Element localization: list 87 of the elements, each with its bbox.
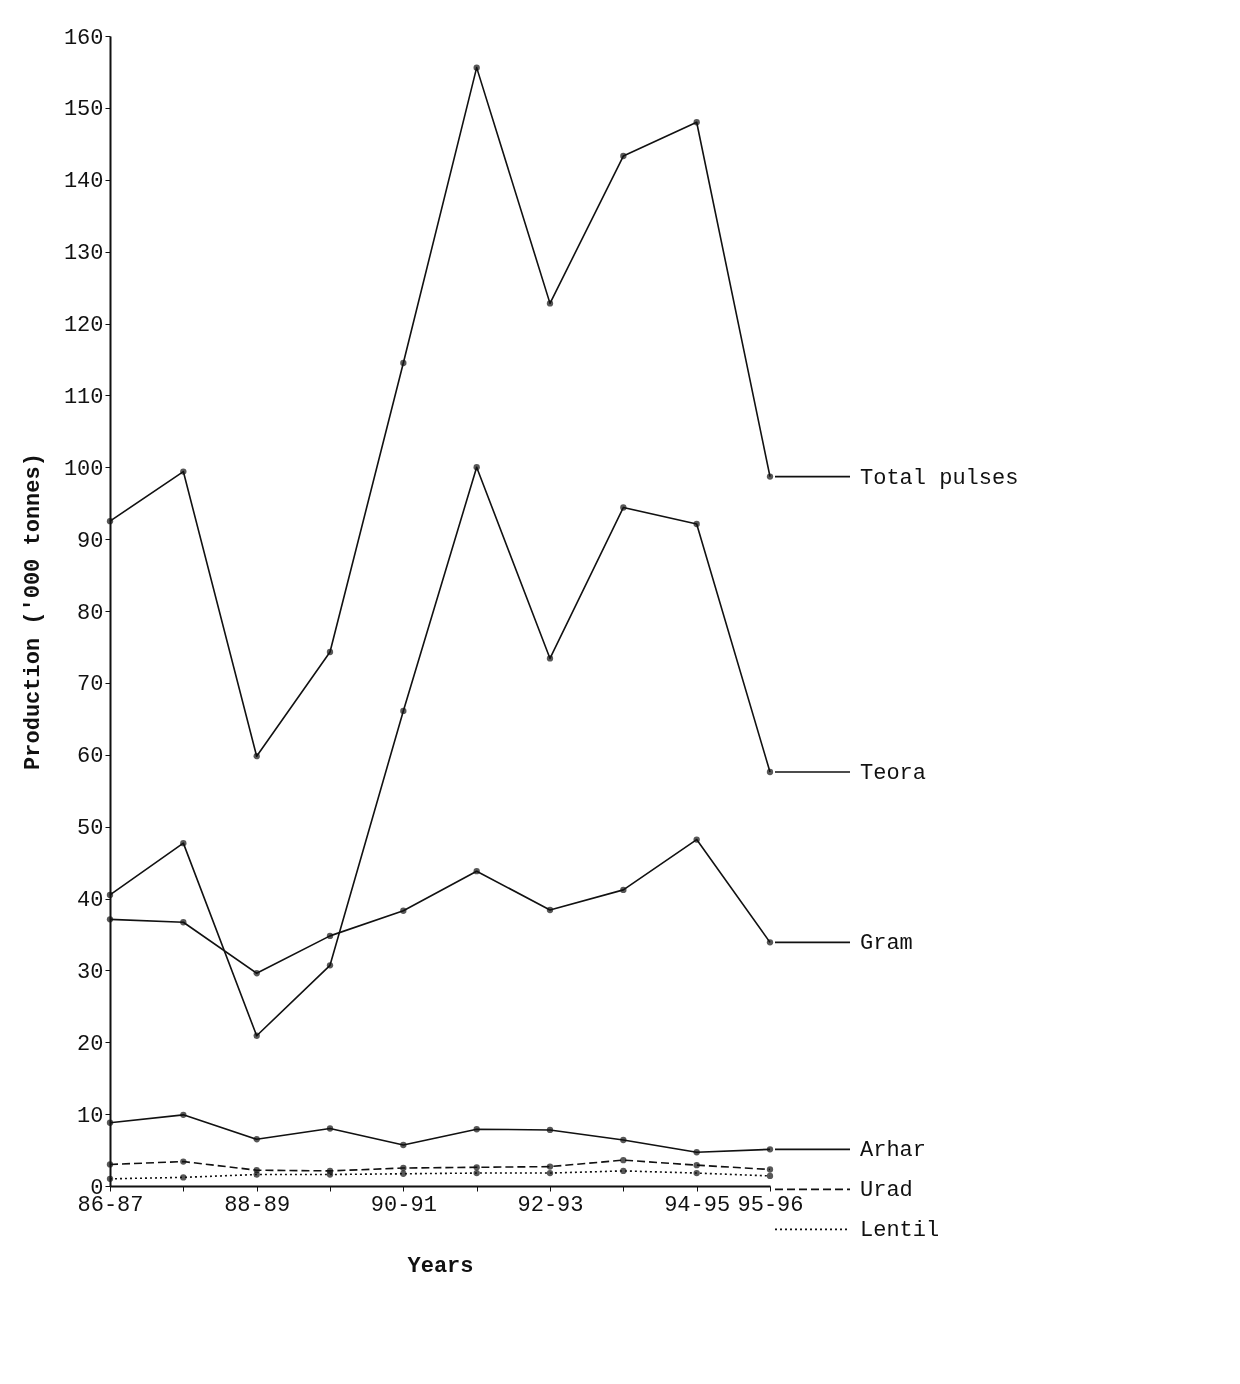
legend-label: Arhar [860,1138,927,1164]
point [620,1136,627,1144]
y-tick-label: 40 [77,888,104,913]
point [400,359,407,367]
y-tick-label: 60 [77,744,104,770]
y-tick-label: 80 [77,600,104,626]
y-tick-label: 110 [63,384,104,410]
y-tick-label: 20 [77,1031,104,1057]
point [253,970,260,977]
legend-label: Total pulses [860,465,1019,491]
point [693,520,700,528]
point [326,1171,334,1178]
legend-label: Urad [860,1178,913,1204]
point [400,1170,407,1177]
point [693,1169,700,1177]
point [546,1163,554,1170]
y-tick-label: 70 [77,672,104,698]
point [326,648,334,656]
point [180,468,187,475]
point [693,119,700,126]
point [473,464,480,471]
point [400,1141,407,1149]
x-tick-label: 95-96 [737,1192,804,1218]
point [253,1171,260,1178]
point [180,840,187,847]
point [473,868,480,875]
point [106,891,114,899]
point [620,1156,627,1164]
y-tick-label: 150 [63,97,104,123]
y-axis-title: Production ('000 tonnes) [20,453,46,770]
point [473,1169,480,1177]
point [546,906,554,914]
point [106,518,114,525]
x-tick-label: 94-95 [664,1192,731,1218]
point [326,1125,334,1132]
legend-label: Gram [860,931,913,957]
point [766,1172,774,1180]
point [326,932,334,940]
x-tick-label: 88-89 [224,1192,291,1218]
y-tick-label: 160 [63,25,104,51]
point [620,886,627,894]
y-tick-label: 30 [77,959,104,985]
point [253,753,260,760]
y-tick-label: 100 [63,456,104,482]
legend-label: Teora [860,761,927,786]
y-tick-label: 50 [77,816,104,842]
point [546,1126,554,1134]
point [693,1149,700,1156]
point [180,1111,187,1118]
point [693,836,700,843]
point [106,1119,114,1126]
point [473,1164,480,1171]
point [326,962,334,969]
point [766,768,774,776]
y-tick-label: 90 [77,528,104,554]
point [180,1158,187,1165]
point [473,64,480,71]
x-tick-label: 90-91 [370,1192,437,1218]
point [693,1162,700,1169]
point [766,473,774,480]
x-axis-title: Years [407,1253,474,1279]
point [766,939,774,946]
point [106,916,114,923]
point [766,1146,774,1153]
legend-label: Lentil [860,1218,940,1244]
point [253,1136,260,1143]
y-tick-label: 120 [63,313,104,338]
point [766,1166,774,1173]
point [620,504,627,511]
y-tick-label: 140 [63,169,104,195]
point [620,1167,627,1175]
point [620,152,627,160]
y-tick-label: 130 [63,241,104,267]
point [473,1126,480,1133]
point [400,907,407,914]
point [400,1164,407,1172]
point [180,919,187,926]
point [546,655,554,662]
y-tick-label: 10 [77,1103,104,1129]
point [106,1161,114,1168]
point [546,1169,554,1177]
x-tick-label: 92-93 [517,1192,584,1218]
point [400,707,407,715]
point [106,1175,114,1182]
point [180,1174,187,1181]
point [253,1032,260,1039]
point [546,300,554,307]
